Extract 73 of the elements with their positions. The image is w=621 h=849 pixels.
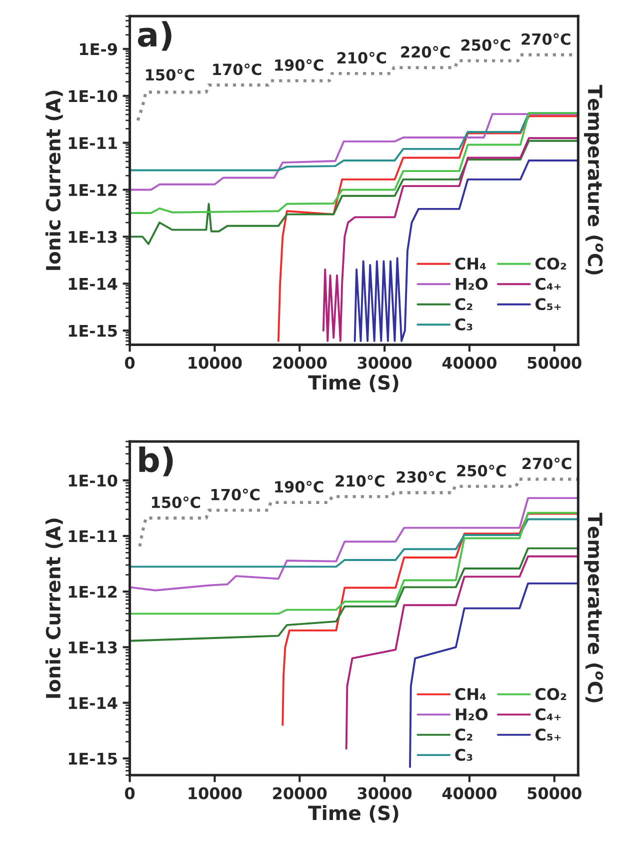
- legend-label: C₂: [455, 728, 472, 741]
- legend-label: CH₄: [455, 258, 486, 270]
- x-tick-label: 40000: [442, 787, 496, 800]
- legend-label: C₅₊: [535, 298, 561, 310]
- x-tick-label: 10000: [188, 787, 242, 800]
- y-tick-label: 1E-9: [80, 43, 117, 56]
- legend-label: H₂O: [456, 278, 488, 290]
- x-tick-label: 20000: [273, 787, 327, 800]
- x-tick-label: 30000: [358, 356, 412, 369]
- y-tick-label: 1E-15: [68, 324, 117, 337]
- annotation: 190°C: [275, 59, 324, 71]
- y-tick-label: 1E-13: [68, 641, 117, 654]
- legend-label: C₃: [455, 318, 472, 330]
- x-tick-label: 10000: [188, 356, 242, 369]
- legend-label: C₃: [455, 748, 472, 761]
- y-tick-label: 1E-14: [68, 697, 118, 709]
- annotation: 210°C: [337, 52, 386, 64]
- line-series: [354, 160, 578, 342]
- annotation: 170°C: [213, 63, 262, 76]
- annotation: 170°C: [211, 488, 260, 500]
- x-tick-label: 20000: [273, 356, 327, 369]
- legend-label: CO₂: [535, 258, 566, 270]
- line-series: [282, 512, 578, 726]
- y-axis-title: Ionic Current (A): [46, 518, 63, 698]
- annotation: 250°C: [461, 39, 510, 51]
- annotation: 150°C: [146, 68, 194, 81]
- x-tick-label: 30000: [358, 787, 412, 800]
- y-tick-label: 1E-12: [68, 586, 117, 598]
- line-series: [345, 555, 578, 750]
- legend-label: C₅₊: [535, 728, 561, 741]
- legend-label: C₂: [455, 298, 472, 310]
- line-series: [409, 582, 578, 768]
- annotation: 270°C: [522, 458, 572, 470]
- annotation: 210°C: [336, 475, 384, 487]
- y-tick-label: 1E-11: [68, 530, 117, 542]
- line-series: [130, 140, 578, 245]
- line-series: [322, 137, 578, 342]
- legend-label: H₂O: [456, 708, 488, 720]
- annotation: 150°C: [152, 496, 200, 508]
- line-series: [277, 115, 578, 342]
- line-series: [130, 547, 578, 642]
- x-tick-label: 40000: [442, 356, 496, 369]
- annotation: 230°C: [396, 471, 446, 483]
- x-tick-label: 50000: [528, 356, 582, 369]
- legend-label: C₄₊: [535, 708, 561, 720]
- y2-axis-title: Temperature ($^{o}$C): [584, 84, 604, 274]
- annotation: a): [138, 21, 172, 51]
- x-tick-label: 0: [124, 787, 135, 800]
- x-axis-title: Time (S): [308, 374, 398, 392]
- y-tick-label: 1E-13: [68, 230, 117, 243]
- y-axis-title: Ionic Current (A): [46, 90, 63, 270]
- y-tick-label: 1E-15: [68, 752, 117, 765]
- annotation: 250°C: [457, 464, 506, 476]
- y-tick-label: 1E-11: [68, 137, 117, 149]
- line-series: [130, 112, 578, 214]
- y-tick-label: 1E-10: [68, 90, 118, 102]
- x-tick-label: 0: [124, 356, 135, 369]
- y-tick-label: 1E-10: [68, 474, 118, 487]
- y-tick-label: 1E-12: [68, 184, 117, 196]
- line-series: [130, 113, 578, 191]
- annotation: 190°C: [275, 480, 324, 493]
- legend-label: CO₂: [535, 688, 566, 700]
- annotation: 220°C: [401, 46, 450, 58]
- x-tick-label: 50000: [528, 787, 582, 800]
- legend-label: CH₄: [455, 688, 486, 700]
- x-axis-title: Time (S): [308, 805, 398, 823]
- annotation: b): [139, 446, 173, 476]
- annotation: 270°C: [522, 33, 570, 45]
- legend-label: C₄₊: [535, 278, 561, 290]
- line-series: [130, 512, 578, 615]
- line-series: [130, 518, 578, 568]
- y2-axis-title: Temperature ($^{o}$C): [584, 512, 604, 702]
- y-tick-label: 1E-14: [68, 278, 118, 290]
